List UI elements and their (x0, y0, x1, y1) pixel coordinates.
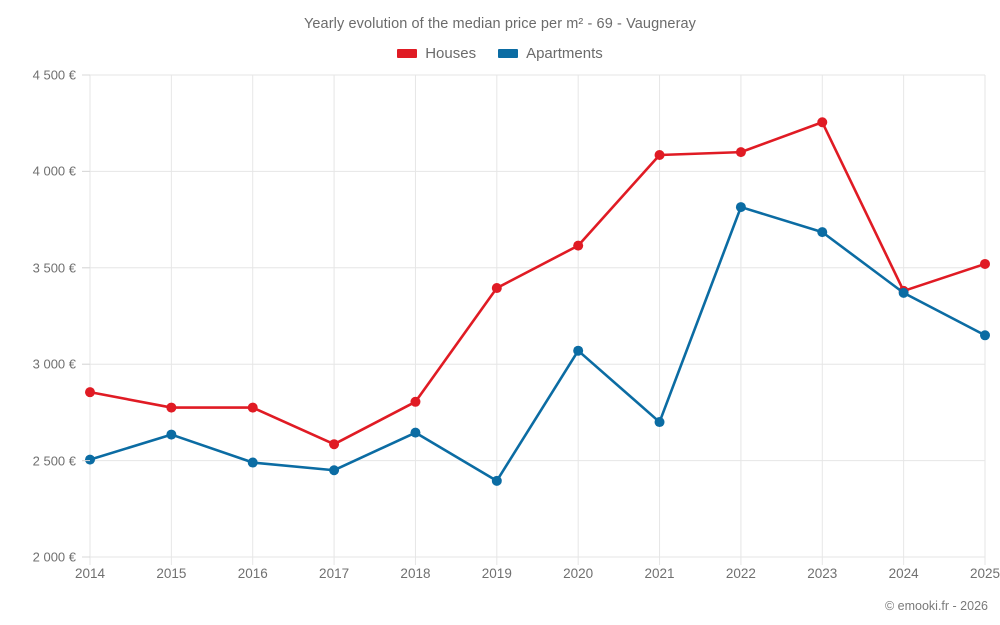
data-point[interactable] (817, 117, 828, 128)
data-point[interactable] (247, 402, 258, 413)
chart-title: Yearly evolution of the median price per… (303, 16, 697, 32)
data-point[interactable] (980, 330, 990, 341)
data-point[interactable] (735, 147, 746, 158)
x-axis-label: 2016 (237, 566, 268, 581)
series-line-houses (88, 120, 987, 446)
y-axis-label: 2 000 € (32, 549, 76, 565)
data-point[interactable] (735, 202, 746, 213)
data-point[interactable] (573, 240, 584, 251)
data-point[interactable] (166, 429, 177, 440)
legend-swatch-apartments (498, 49, 519, 58)
x-axis-label: 2020 (563, 566, 594, 581)
x-axis-label: 2014 (74, 566, 106, 581)
data-point[interactable] (410, 396, 421, 407)
data-point[interactable] (654, 417, 665, 428)
y-axis-label: 4 500 € (32, 67, 76, 83)
x-axis-label: 2017 (319, 566, 350, 581)
legend-label-apartments: Apartments (526, 45, 603, 62)
data-point[interactable] (491, 283, 502, 294)
legend-item-houses[interactable]: Houses (397, 45, 476, 62)
data-point[interactable] (898, 287, 909, 298)
x-axis-label: 2018 (400, 566, 431, 581)
legend-item-apartments[interactable]: Apartments (498, 45, 603, 62)
y-axis-label: 4 000 € (32, 163, 76, 179)
chart-legend: Houses Apartments (0, 45, 1000, 62)
data-point[interactable] (573, 345, 584, 356)
data-point[interactable] (329, 439, 340, 450)
x-axis-label: 2019 (481, 566, 512, 581)
x-axis-label: 2025 (969, 566, 1000, 581)
footer-credit: © emooki.fr - 2026 (884, 599, 988, 613)
data-point[interactable] (85, 387, 95, 398)
data-point[interactable] (817, 227, 828, 238)
data-point[interactable] (329, 465, 340, 476)
y-axis-label: 3 500 € (32, 260, 76, 276)
x-axis-label: 2023 (807, 566, 838, 581)
data-point[interactable] (410, 427, 421, 438)
x-axis-label: 2024 (888, 566, 919, 581)
data-point[interactable] (491, 475, 502, 486)
legend-label-houses: Houses (425, 45, 477, 62)
data-point[interactable] (247, 457, 258, 468)
data-point[interactable] (654, 150, 665, 161)
data-point[interactable] (85, 454, 95, 465)
y-axis-label: 2 500 € (32, 453, 76, 469)
x-axis-label: 2015 (156, 566, 187, 581)
data-point[interactable] (166, 402, 177, 413)
series-line-apartments (88, 205, 987, 483)
y-axis-label: 3 000 € (32, 356, 76, 372)
data-point[interactable] (980, 258, 990, 269)
x-axis-label: 2021 (644, 566, 675, 581)
legend-swatch-houses (397, 49, 418, 58)
x-axis-label: 2022 (725, 566, 756, 581)
